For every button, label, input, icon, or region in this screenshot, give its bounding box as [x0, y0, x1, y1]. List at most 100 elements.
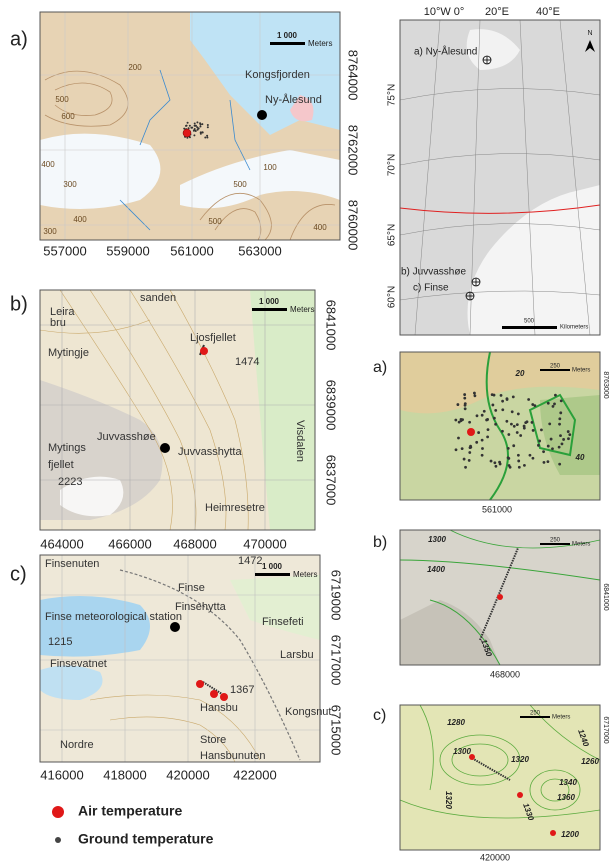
- ground-dot: [194, 122, 196, 124]
- ground-dot: [507, 433, 510, 436]
- place-name: Nordre: [60, 739, 94, 751]
- x-tick-label: 561000: [482, 504, 512, 514]
- x-tick-label: 468000: [490, 669, 520, 679]
- ground-dot: [468, 459, 471, 462]
- place-name: Kongsfjorden: [245, 69, 310, 81]
- ground-dot: [468, 451, 471, 454]
- ground-dot: [507, 447, 510, 450]
- contour-label: 1360: [557, 793, 575, 802]
- ground-dot: [548, 423, 551, 426]
- place-name: Hansbu: [200, 702, 238, 714]
- ground-dot: [542, 450, 545, 453]
- ground-dot: [501, 400, 504, 403]
- ground-dot: [550, 438, 553, 441]
- place-name: Ljosfjellet: [190, 332, 236, 344]
- ground-dot: [540, 429, 543, 432]
- place-name: Finsehytta: [175, 601, 227, 613]
- figure: Air temperature Ground temperature a: [0, 0, 612, 864]
- scale-label: 1 000: [277, 31, 298, 40]
- longitude-label: 10°W 0°: [424, 6, 465, 18]
- place-name: Store: [200, 734, 226, 746]
- legend-ground-marker: [55, 837, 61, 843]
- ground-dot: [498, 461, 501, 464]
- latitude-label: 75°N: [387, 84, 398, 106]
- ground-dot: [547, 445, 550, 448]
- ground-dot: [201, 131, 203, 133]
- ground-dot: [519, 434, 522, 437]
- ground-dot: [187, 122, 189, 124]
- x-tick-label: 420000: [480, 852, 510, 862]
- detail-a: [400, 352, 600, 500]
- ground-dot: [510, 423, 513, 426]
- place-name: Finsevatnet: [50, 658, 107, 670]
- scale-label: 1 000: [262, 562, 283, 571]
- y-tick-label: 6839000: [324, 380, 339, 431]
- contour-label: 300: [63, 180, 77, 189]
- scale-label: 500: [524, 319, 535, 325]
- ground-dot: [523, 427, 526, 430]
- x-tick-label: 561000: [170, 243, 213, 258]
- ground-dot: [526, 420, 529, 423]
- contour-label: 1300: [428, 535, 446, 544]
- ground-dot: [495, 465, 498, 468]
- ground-dot: [567, 430, 570, 433]
- place-name: Heimresetre: [205, 502, 265, 514]
- ground-dot: [567, 437, 570, 440]
- x-tick-label: 466000: [108, 536, 151, 551]
- ground-dot: [483, 410, 486, 413]
- contour-label: 500: [233, 180, 247, 189]
- ground-dot: [464, 407, 467, 410]
- ground-dot: [456, 403, 459, 406]
- place-name: Juvvasshytta: [178, 446, 242, 458]
- ground-dot: [457, 437, 460, 440]
- contour-label: 1260: [581, 757, 599, 766]
- ground-dot: [463, 393, 466, 396]
- ground-dot: [551, 447, 554, 450]
- place-name: Mytingje: [48, 347, 89, 359]
- ground-dot: [487, 428, 490, 431]
- ground-dot: [204, 136, 206, 138]
- place-name: sanden: [140, 292, 176, 304]
- ground-dot: [190, 127, 192, 129]
- x-tick-label: 470000: [243, 536, 286, 551]
- contour-label: 200: [128, 63, 142, 72]
- ground-dot: [547, 460, 550, 463]
- contour-label: 500: [55, 95, 69, 104]
- ground-dot: [490, 460, 493, 463]
- ground-dot: [486, 436, 489, 439]
- ground-dot: [477, 431, 480, 434]
- ground-dot: [562, 438, 565, 441]
- place-name: 1472: [238, 555, 262, 567]
- ground-dot: [552, 405, 555, 408]
- ground-dot: [532, 429, 535, 432]
- y-tick-label: 8760000: [346, 200, 361, 251]
- ground-dot: [518, 466, 521, 469]
- ground-dot: [512, 444, 515, 447]
- x-tick-label: 464000: [40, 536, 83, 551]
- scale-label: 1 000: [259, 297, 280, 306]
- contour-label: 300: [43, 227, 57, 236]
- ground-dot: [207, 126, 209, 128]
- contour-label: 1400: [427, 565, 445, 574]
- ground-dot: [517, 460, 520, 463]
- contour-label: 500: [208, 217, 222, 226]
- ground-dot: [486, 418, 489, 421]
- place-name: Juvvasshøe: [97, 431, 156, 443]
- x-tick-label: 416000: [40, 767, 83, 782]
- ground-dot: [206, 135, 208, 137]
- contour-label: 400: [313, 223, 327, 232]
- site-label: b) Juvvasshøe: [401, 267, 466, 278]
- ground-dot: [558, 417, 561, 420]
- ground-dot: [512, 396, 515, 399]
- y-tick-label: 6717000: [602, 716, 609, 743]
- ground-dot: [481, 447, 484, 450]
- ground-dot: [543, 461, 546, 464]
- ground-dot: [474, 394, 477, 397]
- ground-dot: [494, 423, 497, 426]
- ground-dot: [554, 394, 557, 397]
- map-b: [40, 290, 315, 530]
- place-name: Finsenuten: [45, 558, 99, 570]
- scale-label: 250: [550, 364, 561, 370]
- contour-label: 1200: [561, 830, 579, 839]
- contour-label: 40: [575, 453, 585, 462]
